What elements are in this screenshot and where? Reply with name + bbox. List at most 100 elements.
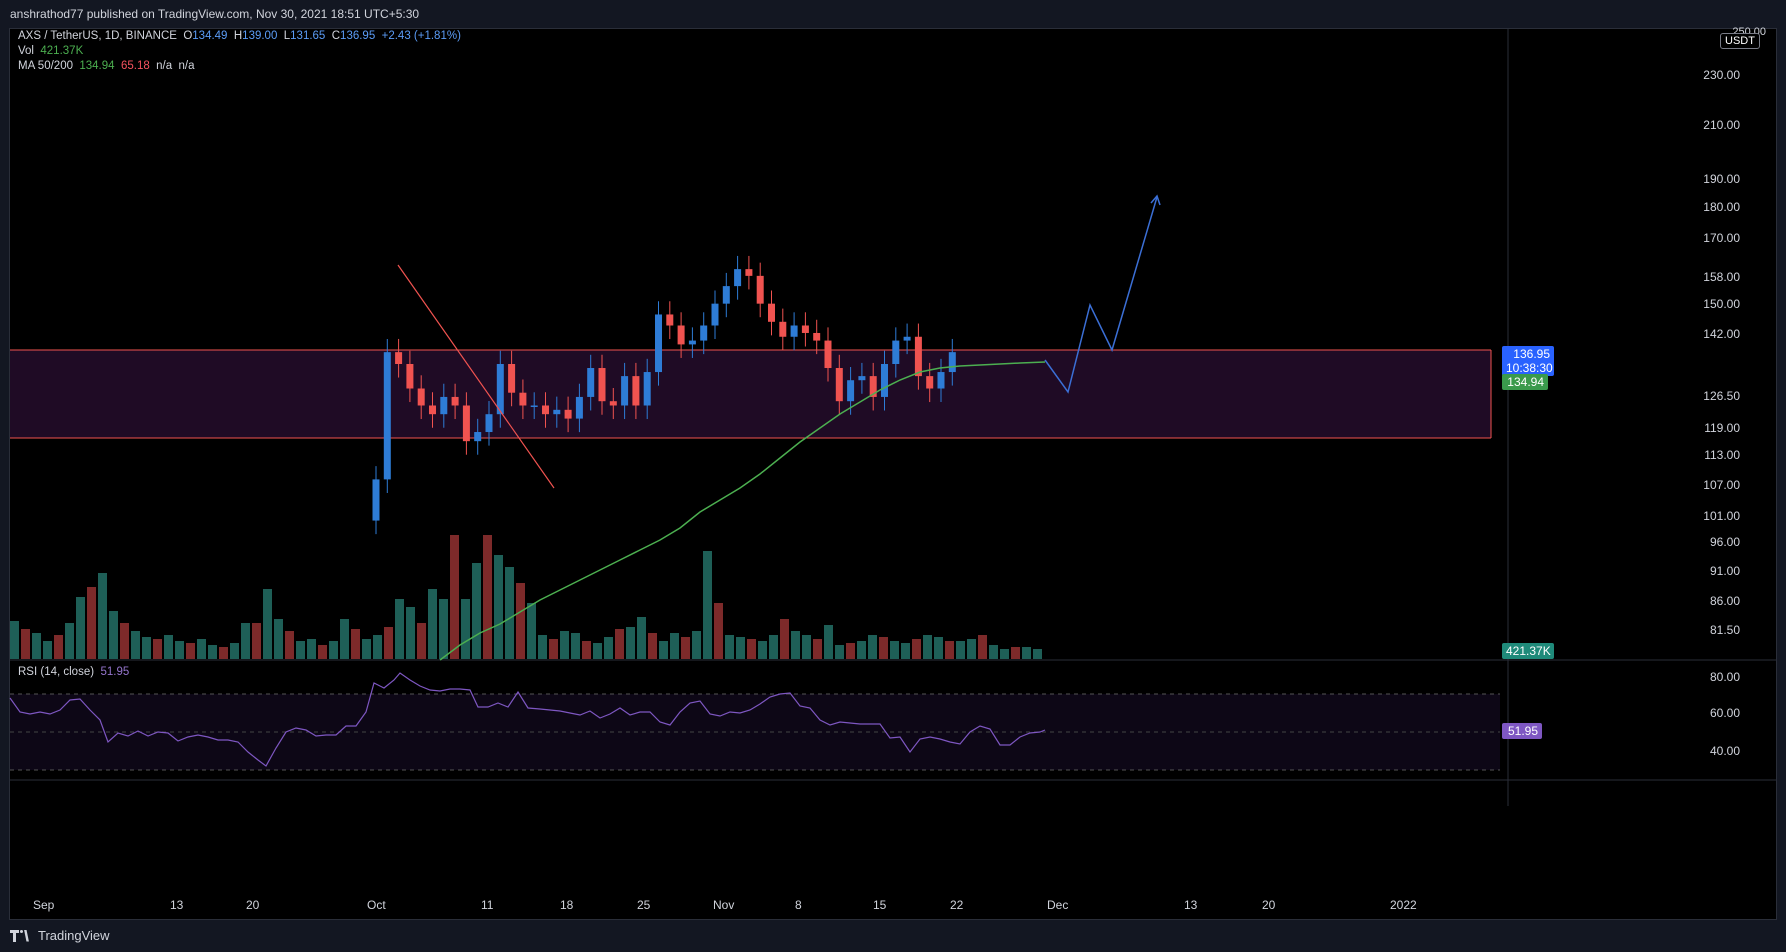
volume-bar: [813, 639, 822, 659]
candle-body[interactable]: [903, 336, 911, 341]
rsi-legend[interactable]: RSI (14, close) 51.95: [18, 666, 129, 678]
candle-body[interactable]: [926, 376, 934, 389]
candle-body[interactable]: [485, 414, 493, 433]
candle-body[interactable]: [609, 401, 617, 406]
candle-body[interactable]: [914, 336, 922, 377]
candle-body[interactable]: [440, 396, 448, 415]
ma-legend[interactable]: MA 50/200 134.94 65.18 n/a n/a: [18, 60, 195, 72]
candle-body[interactable]: [948, 352, 956, 373]
candle-body[interactable]: [768, 303, 775, 322]
chart-frame[interactable]: [9, 28, 1777, 920]
symbol-legend[interactable]: AXS / TetherUS, 1D, BINANCE O134.49 H139…: [18, 30, 461, 42]
candle-body[interactable]: [530, 405, 538, 407]
candle-body[interactable]: [892, 340, 900, 365]
candle-body[interactable]: [621, 376, 629, 406]
candle-body[interactable]: [869, 376, 877, 397]
candle-body[interactable]: [383, 352, 391, 480]
volume-bar: [186, 643, 195, 659]
candle-body[interactable]: [835, 368, 843, 402]
candle-body[interactable]: [406, 364, 414, 389]
candle-body[interactable]: [587, 368, 595, 397]
trendline-drawing[interactable]: [397, 264, 555, 489]
candle-body[interactable]: [881, 364, 888, 397]
volume-bar: [967, 639, 976, 659]
candle-body[interactable]: [801, 325, 809, 333]
volume-bar: [21, 629, 30, 659]
candle-body[interactable]: [553, 409, 561, 415]
price-tick: 180.00: [1703, 200, 1740, 214]
candle-body[interactable]: [790, 325, 798, 337]
time-tick: 18: [560, 898, 574, 912]
candle-body[interactable]: [824, 340, 832, 369]
volume-bar: [659, 641, 668, 659]
price-tick: 113.00: [1704, 448, 1740, 462]
volume-bar: [10, 621, 19, 659]
price-tick: 86.00: [1709, 594, 1740, 608]
last-price-tag: 136.95 10:38:30: [1502, 346, 1554, 376]
candle-body[interactable]: [632, 376, 640, 406]
candle-body[interactable]: [462, 405, 470, 442]
projection-path[interactable]: [1044, 196, 1158, 394]
symbol-name[interactable]: AXS / TetherUS, 1D, BINANCE: [18, 30, 177, 42]
candle-body[interactable]: [677, 325, 685, 345]
candle-body[interactable]: [858, 376, 866, 381]
volume-bar: [362, 639, 371, 659]
volume-bar: [769, 635, 778, 659]
candle-body[interactable]: [779, 321, 787, 337]
open-label: O: [183, 30, 193, 42]
candle-body[interactable]: [847, 380, 855, 402]
tradingview-logo[interactable]: TradingView: [10, 928, 110, 943]
rsi-value-tag: 51.95: [1502, 723, 1542, 739]
ma-na-2: n/a: [178, 60, 195, 72]
candle-body[interactable]: [688, 340, 696, 345]
last-price: 136.95: [1513, 347, 1550, 361]
candle-body[interactable]: [813, 332, 821, 341]
candle-body[interactable]: [756, 275, 764, 304]
candle-body[interactable]: [519, 392, 527, 406]
candle-body[interactable]: [711, 303, 719, 326]
price-tick: 96.00: [1709, 535, 1740, 549]
ma-price-tag: 134.94: [1502, 374, 1548, 390]
candle-body[interactable]: [655, 314, 662, 373]
candlesticks[interactable]: [372, 255, 956, 535]
currency-button[interactable]: USDT: [1720, 33, 1760, 49]
candle-body[interactable]: [474, 432, 482, 442]
volume-bars: [10, 535, 1042, 659]
volume-bar: [1033, 649, 1042, 659]
candle-body[interactable]: [722, 286, 730, 304]
volume-bar: [560, 631, 569, 659]
volume-bar: [934, 637, 943, 659]
support-zone[interactable]: [10, 350, 1491, 438]
volume-bar: [835, 645, 844, 659]
candle-body[interactable]: [429, 405, 436, 415]
volume-bar: [989, 645, 998, 659]
candle-body[interactable]: [395, 352, 403, 365]
volume-bar: [604, 637, 613, 659]
candle-body[interactable]: [643, 372, 651, 406]
price-tick: 150.00: [1703, 297, 1740, 311]
candle-body[interactable]: [700, 325, 708, 341]
volume-legend[interactable]: Vol 421.37K: [18, 45, 83, 57]
volume-bar: [461, 599, 470, 659]
rsi-tick: 40.00: [1709, 744, 1740, 758]
volume-bar: [395, 599, 404, 659]
candle-body[interactable]: [417, 388, 425, 406]
candle-body[interactable]: [564, 409, 572, 419]
rsi-tick: 80.00: [1709, 670, 1740, 684]
volume-bar: [439, 599, 448, 659]
candle-body[interactable]: [666, 314, 674, 326]
volume-bar: [549, 639, 558, 659]
candle-body[interactable]: [598, 368, 606, 402]
candle-body[interactable]: [496, 364, 504, 415]
candle-body[interactable]: [372, 479, 380, 521]
time-tick: 25: [637, 898, 651, 912]
candle-body[interactable]: [575, 396, 583, 419]
candle-body[interactable]: [451, 396, 459, 406]
volume-bar: [329, 641, 338, 659]
candle-body[interactable]: [508, 364, 516, 393]
candle-body[interactable]: [937, 372, 945, 389]
candle-body[interactable]: [542, 405, 549, 415]
candle-body[interactable]: [745, 269, 753, 276]
candle-body[interactable]: [734, 269, 742, 287]
